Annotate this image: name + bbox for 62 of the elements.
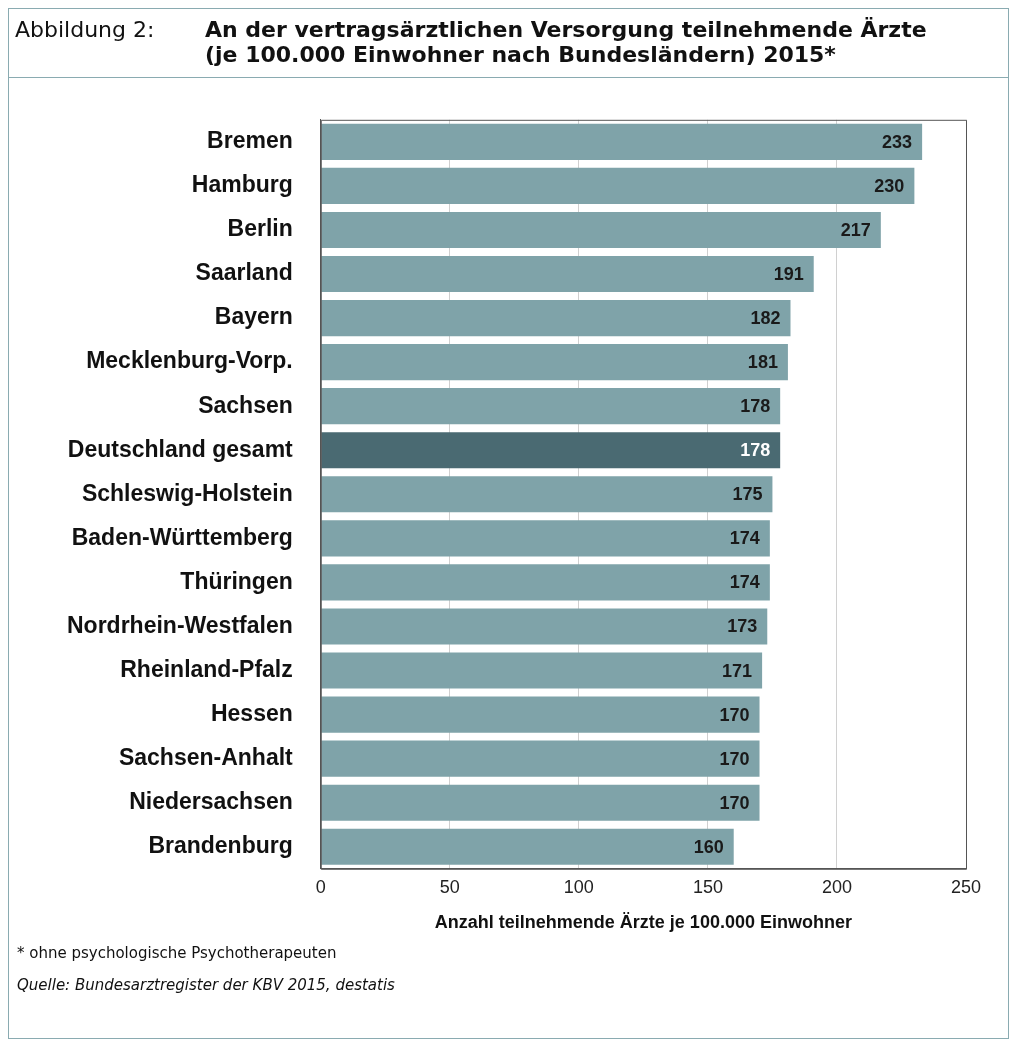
data-label: 178: [740, 440, 771, 461]
x-tick-label: 100: [563, 876, 594, 897]
bar: [321, 608, 768, 645]
bar: [321, 784, 760, 821]
bar: [321, 696, 760, 733]
bar: [321, 344, 788, 381]
data-label: 182: [750, 308, 781, 329]
data-label: 173: [727, 616, 758, 637]
y-tick-label: Hamburg: [191, 171, 293, 198]
y-tick-label: Hessen: [210, 699, 293, 726]
y-tick-label: Bayern: [214, 303, 293, 330]
y-tick-label: Thüringen: [180, 567, 293, 594]
x-axis-title: Anzahl teilnehmende Ärzte je 100.000 Einwohner: [434, 912, 852, 933]
bar: [321, 652, 763, 689]
data-label: 174: [729, 528, 760, 549]
data-label: 170: [719, 704, 750, 725]
y-tick-label: Berlin: [227, 215, 293, 242]
data-label: 170: [719, 748, 750, 769]
x-tick-label: 200: [821, 876, 852, 897]
x-tick-label: 50: [439, 876, 460, 897]
y-tick-label: Baden-Württemberg: [71, 523, 293, 550]
x-tick-label: 0: [315, 876, 326, 897]
data-label: 175: [732, 484, 763, 505]
chart-title: An der vertragsärztlichen Versorgung teilnehmende Ärzte (je 100.000 Einwohner nach Bundesländern) 2015*: [205, 17, 927, 67]
data-label: 171: [722, 660, 753, 681]
y-tick-label: Bremen: [207, 127, 293, 154]
bar: [321, 167, 915, 204]
source-note: Quelle: Bundesarztregister der KBV 2015, destatis: [17, 976, 396, 994]
bar: [321, 564, 770, 601]
bar: [321, 255, 814, 293]
bar: [321, 828, 734, 865]
bar: [321, 432, 781, 469]
bar: [321, 520, 770, 557]
y-tick-label: Sachsen-Anhalt: [118, 744, 294, 770]
data-label: 174: [729, 572, 760, 593]
y-tick-label: Niedersachsen: [129, 788, 293, 815]
bar: [321, 211, 881, 249]
y-tick-label: Schleswig-Holstein: [81, 479, 293, 506]
data-label: 181: [747, 352, 778, 373]
bar: [321, 300, 791, 337]
y-tick-label: Sachsen: [198, 391, 293, 418]
y-tick-label: Saarland: [195, 259, 293, 286]
bar: [321, 388, 781, 425]
data-label: 191: [773, 263, 804, 284]
y-tick-label: Deutschland gesamt: [67, 435, 294, 462]
bar: [321, 476, 773, 513]
y-tick-label: Brandenburg: [148, 832, 293, 859]
data-label: 233: [882, 131, 913, 152]
text: * ohne psychologische Psychotherapeuten: [17, 944, 338, 962]
data-label: 217: [840, 219, 871, 240]
bar: [321, 123, 923, 160]
data-label: 160: [693, 836, 724, 857]
data-label: 230: [874, 175, 905, 196]
y-tick-label: Mecklenburg-Vorp.: [86, 347, 293, 374]
x-tick-label: 150: [692, 876, 723, 897]
data-label: 178: [740, 396, 771, 417]
text: Abbildung 2:: [15, 17, 156, 44]
y-tick-label: Rheinland-Pfalz: [120, 655, 293, 682]
y-tick-label: Nordrhein-Westfalen: [66, 611, 293, 638]
data-label: 170: [719, 792, 750, 813]
x-tick-label: 250: [950, 876, 982, 897]
bar: [321, 740, 760, 777]
